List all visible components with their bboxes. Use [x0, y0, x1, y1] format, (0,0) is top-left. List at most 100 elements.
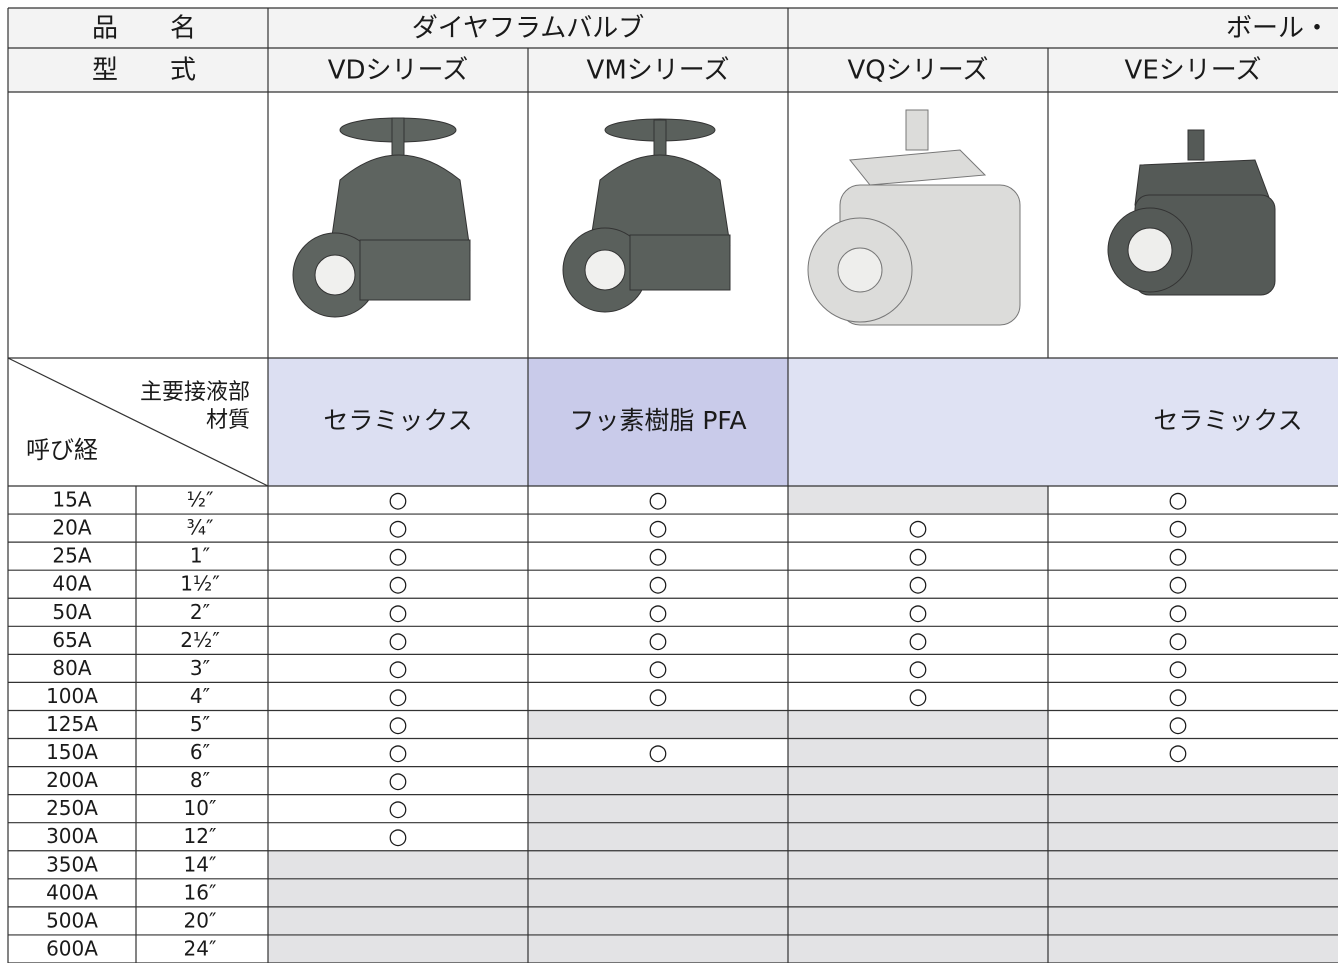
empty-cell — [788, 738, 1048, 767]
series-label: VEシリーズ — [1125, 56, 1262, 86]
empty-cell — [528, 906, 788, 935]
empty-cell — [268, 906, 528, 935]
size-label: ¾″ — [187, 516, 214, 540]
availability-mark: ○ — [908, 684, 927, 709]
availability-mark: ○ — [648, 628, 667, 653]
empty-cell — [528, 934, 788, 963]
availability-mark: ○ — [1168, 516, 1187, 541]
valve-image-vm — [562, 118, 731, 313]
availability-mark: ○ — [648, 600, 667, 625]
size-label: 500A — [46, 908, 98, 932]
availability-mark: ○ — [1168, 488, 1187, 513]
size-label: 40A — [52, 572, 91, 596]
size-label: 1½″ — [180, 572, 220, 596]
availability-mark: ○ — [388, 797, 407, 822]
size-label: 3″ — [190, 656, 210, 680]
header-bg — [8, 8, 1338, 92]
empty-cell — [268, 934, 528, 963]
size-label: 20″ — [184, 908, 217, 932]
valve-image-vq — [807, 109, 1021, 326]
empty-cell — [788, 794, 1048, 823]
size-label: 50A — [52, 600, 91, 624]
availability-mark: ○ — [1168, 713, 1187, 738]
empty-cell — [788, 906, 1048, 935]
size-label: 2″ — [190, 600, 210, 624]
empty-cell — [788, 878, 1048, 907]
empty-cell — [528, 710, 788, 739]
empty-cell — [528, 822, 788, 851]
empty-cell — [268, 878, 528, 907]
availability-mark: ○ — [1168, 684, 1187, 709]
availability-mark: ○ — [388, 741, 407, 766]
availability-mark: ○ — [388, 628, 407, 653]
product-label: 品 名 — [92, 14, 196, 44]
empty-cell — [788, 822, 1048, 851]
availability-mark: ○ — [388, 713, 407, 738]
size-label: 600A — [46, 936, 98, 960]
group-label: ダイヤフラムバルブ — [412, 14, 644, 44]
size-label: 80A — [52, 656, 91, 680]
empty-cell — [528, 878, 788, 907]
availability-mark: ○ — [908, 516, 927, 541]
availability-mark: ○ — [388, 544, 407, 569]
size-label: 10″ — [184, 796, 217, 820]
empty-cell — [1048, 794, 1338, 823]
availability-mark: ○ — [908, 600, 927, 625]
size-label: 400A — [46, 880, 98, 904]
empty-cell — [788, 766, 1048, 795]
availability-mark: ○ — [648, 684, 667, 709]
availability-mark: ○ — [648, 488, 667, 513]
valve-image-vd — [292, 117, 471, 318]
empty-cell — [528, 850, 788, 879]
empty-cell — [528, 766, 788, 795]
availability-mark: ○ — [908, 656, 927, 681]
empty-cell — [1048, 906, 1338, 935]
valve-image-ve — [1107, 129, 1276, 296]
size-label: 1″ — [190, 544, 210, 568]
empty-cell — [1048, 934, 1338, 963]
size-label: 15A — [52, 488, 91, 512]
size-label: 2½″ — [180, 628, 220, 652]
size-label: 65A — [52, 628, 91, 652]
availability-mark: ○ — [388, 488, 407, 513]
availability-mark: ○ — [648, 544, 667, 569]
availability-mark: ○ — [1168, 656, 1187, 681]
size-label: 250A — [46, 796, 98, 820]
size-header: 呼び経 — [26, 436, 98, 464]
series-label: VMシリーズ — [587, 56, 730, 86]
size-label: 125A — [46, 712, 98, 736]
material-bg-ball — [788, 358, 1338, 486]
size-label: 6″ — [190, 740, 210, 764]
size-label: 100A — [46, 684, 98, 708]
availability-mark: ○ — [388, 516, 407, 541]
size-label: 16″ — [184, 880, 217, 904]
empty-cell — [1048, 878, 1338, 907]
availability-mark: ○ — [648, 572, 667, 597]
availability-mark: ○ — [908, 544, 927, 569]
availability-mark: ○ — [648, 656, 667, 681]
availability-mark: ○ — [648, 741, 667, 766]
material-bg-vm — [528, 358, 788, 486]
empty-cell — [788, 486, 1048, 515]
material-header: 材質 — [206, 408, 250, 433]
availability-mark: ○ — [1168, 741, 1187, 766]
material-bg-vd — [268, 358, 528, 486]
size-label: 8″ — [190, 768, 210, 792]
series-label: VQシリーズ — [848, 56, 989, 86]
empty-cell — [788, 850, 1048, 879]
material-header: 主要接液部 — [140, 380, 250, 405]
availability-mark: ○ — [648, 516, 667, 541]
size-label: 25A — [52, 544, 91, 568]
series-label: VDシリーズ — [328, 56, 469, 86]
availability-mark: ○ — [908, 572, 927, 597]
availability-mark: ○ — [388, 572, 407, 597]
empty-cell — [788, 710, 1048, 739]
empty-cell — [1048, 766, 1338, 795]
size-label: 5″ — [190, 712, 210, 736]
size-label: 4″ — [190, 684, 210, 708]
group-label: ボール・ — [1226, 14, 1330, 44]
size-label: ½″ — [187, 488, 214, 512]
empty-cell — [528, 794, 788, 823]
size-label: 24″ — [184, 936, 217, 960]
